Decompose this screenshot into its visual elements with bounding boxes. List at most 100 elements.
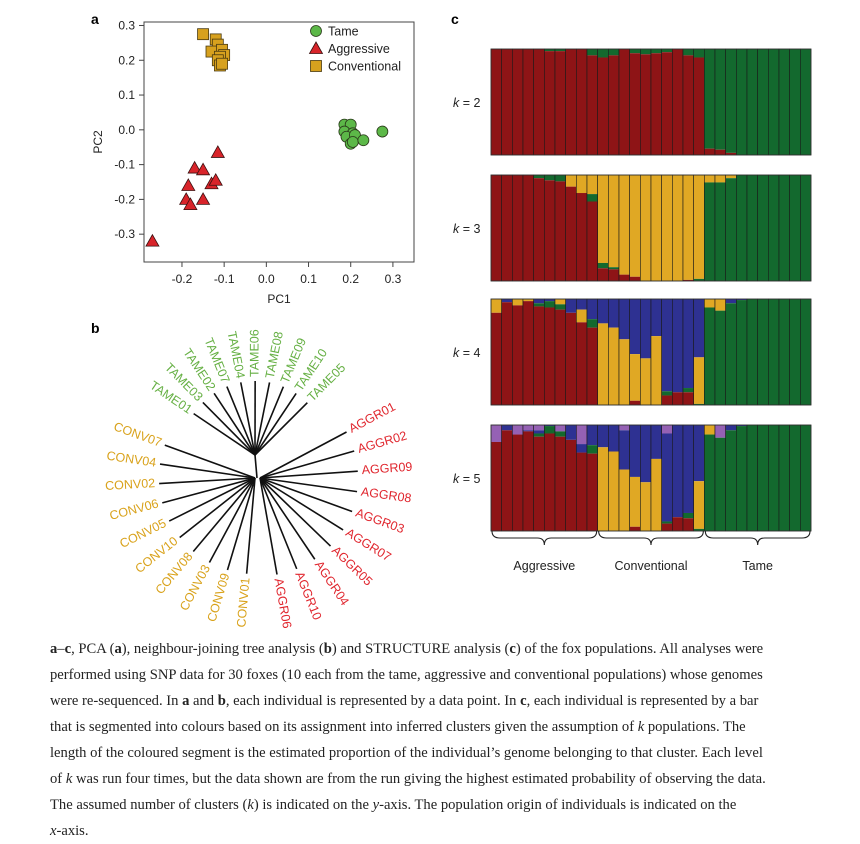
bar-segment-red	[566, 313, 577, 405]
bar-segment-yellow	[491, 299, 502, 313]
bar-segment-red	[619, 49, 630, 155]
tree-branch	[159, 478, 255, 484]
legend-marker-aggressive	[310, 42, 323, 54]
caption-line: that is segmented into colours based on …	[50, 714, 860, 740]
caption-line: of k was run four times, but the data sh…	[50, 766, 860, 792]
bar-segment-yellow	[566, 175, 577, 187]
bar-segment-green	[640, 49, 651, 54]
tree-branch	[193, 478, 255, 552]
structure-panel-k2: k = 2	[453, 49, 811, 155]
leaf-label: AGGR09	[361, 460, 413, 478]
caption-line: performed using SNP data for 30 foxes (1…	[50, 662, 860, 688]
leaf-label: CONV06	[108, 496, 160, 522]
caption-line: a–c, PCA (a), neighbour-joining tree ana…	[50, 636, 860, 662]
bar-segment-red	[491, 175, 502, 281]
y-tick-label: 0.0	[118, 123, 135, 137]
bar-segment-purple	[619, 425, 630, 430]
bar-segment-blue	[672, 299, 683, 392]
bar-segment-red	[683, 518, 694, 531]
y-tick-label: 0.2	[118, 53, 135, 67]
caption-text: , each individual is represented by a ba…	[527, 693, 759, 709]
bar-segment-green	[736, 426, 747, 531]
bar-segment-green	[683, 513, 694, 518]
bar-segment-red	[534, 49, 545, 155]
data-point-aggressive	[182, 179, 195, 191]
bar-segment-green	[790, 299, 801, 405]
bar-segment-green	[715, 438, 726, 531]
bar-segment-yellow	[683, 175, 694, 280]
bar-segment-red	[491, 442, 502, 531]
bar-segment-blue	[587, 425, 598, 445]
bar-segment-green	[779, 425, 790, 531]
bar-segment-green	[747, 425, 758, 531]
bar-segment-purple	[491, 425, 502, 442]
bar-segment-green	[736, 300, 747, 405]
legend-label-aggressive: Aggressive	[328, 42, 390, 56]
tree-branch	[203, 402, 255, 455]
plot-frame	[144, 22, 414, 262]
bar-segment-yellow	[651, 175, 662, 281]
caption-text: , PCA (	[71, 641, 114, 657]
caption-text: ) of the fox populations. All analyses w…	[516, 641, 763, 657]
tree-branch	[260, 478, 357, 492]
bar-segment-green	[768, 299, 779, 405]
bar-segment-yellow	[598, 323, 609, 405]
bar-segment-red	[630, 401, 641, 405]
bar-segment-blue	[502, 299, 513, 302]
bar-segment-green	[598, 49, 609, 57]
bar-segment-green	[736, 49, 747, 155]
bar-segment-red	[502, 430, 513, 531]
caption-text: -axis. The population origin of individu…	[379, 797, 736, 813]
bar-segment-yellow	[598, 175, 609, 263]
bar-segment-green	[726, 49, 737, 153]
bar-segment-yellow	[640, 358, 651, 405]
tree-branch	[255, 387, 283, 455]
bar-segment-red	[512, 435, 523, 531]
bar-segment-red	[640, 54, 651, 155]
bar-segment-red	[598, 268, 609, 281]
bar-segment-green	[726, 178, 737, 281]
bar-segment-green	[683, 49, 694, 55]
tree-branch	[169, 478, 255, 521]
bar-segment-blue	[534, 299, 545, 303]
leaf-label: AGGR01	[346, 399, 397, 435]
bar-segment-red	[587, 55, 598, 155]
bar-segment-red	[544, 433, 555, 531]
bar-segment-yellow	[640, 482, 651, 531]
bar-segment-green	[758, 299, 769, 405]
bar-segment-blue	[726, 299, 737, 303]
bar-segment-red	[683, 55, 694, 155]
bar-segment-red	[534, 178, 545, 281]
caption-text: a	[114, 641, 121, 657]
bar-segment-blue	[523, 430, 534, 431]
bar-segment-red	[619, 275, 630, 281]
clade-conventional: CONV01CONV09CONV03CONV08CONV10CONV05CONV…	[105, 419, 255, 628]
data-point-conventional	[217, 58, 228, 69]
bar-segment-green	[683, 388, 694, 392]
legend-label-tame: Tame	[328, 25, 359, 39]
bar-segment-red	[576, 453, 587, 531]
bar-segment-green	[758, 49, 769, 155]
bar-segment-red	[523, 431, 534, 531]
bar-segment-green	[651, 49, 662, 53]
bar-segment-blue	[576, 444, 587, 452]
caption-text: ) and STRUCTURE analysis (	[332, 641, 510, 657]
bar-segment-red	[672, 517, 683, 531]
bar-segment-red	[704, 149, 715, 155]
caption-text: The assumed number of clusters (	[50, 797, 247, 813]
bar-segment-green	[555, 175, 566, 181]
caption-text: were re-sequenced. In	[50, 693, 182, 709]
bar-segment-red	[523, 301, 534, 405]
data-point-tame	[347, 137, 358, 148]
bar-segment-yellow	[672, 175, 683, 281]
k-label: k = 3	[453, 222, 480, 236]
bar-segment-green	[587, 319, 598, 327]
bar-segment-red	[502, 302, 513, 405]
y-tick-label: -0.2	[114, 192, 135, 206]
caption-text: b	[218, 693, 226, 709]
bar-segment-yellow	[619, 339, 630, 405]
